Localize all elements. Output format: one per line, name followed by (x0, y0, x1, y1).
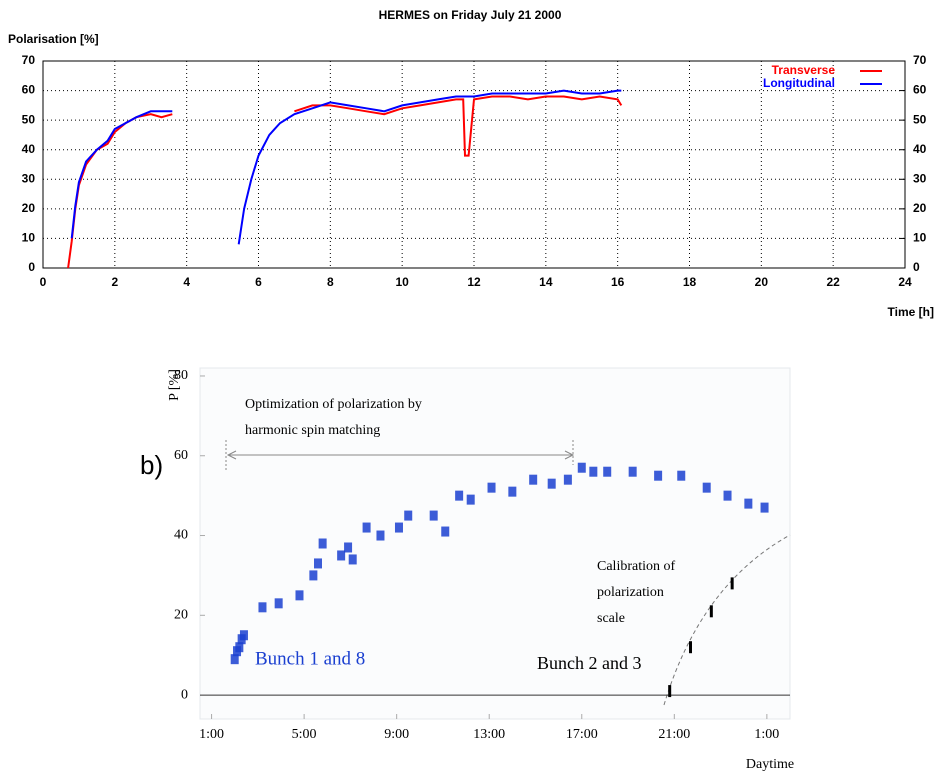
x-tick-label: 1:00 (199, 727, 224, 742)
series-line (67, 95, 623, 269)
x-tick-label: 2 (111, 275, 118, 289)
point (376, 530, 385, 541)
x-tick-label: 24 (898, 275, 912, 289)
y-tick-label: 0 (28, 260, 35, 274)
series-line (70, 89, 622, 245)
fit-curve (663, 534, 791, 706)
point (603, 466, 612, 477)
point (760, 502, 769, 513)
x-tick-label: 9:00 (384, 727, 409, 742)
x-tick-label: 13:00 (473, 727, 505, 742)
y-tick-label: 80 (174, 368, 188, 383)
series-label: Bunch 1 and 8 (255, 648, 365, 669)
point (318, 538, 327, 549)
point (348, 554, 357, 565)
point (314, 558, 322, 569)
y-tick-label: 60 (22, 83, 36, 97)
point (547, 478, 556, 489)
arrow (225, 440, 575, 470)
point (654, 470, 663, 481)
x-tick-label: 12 (467, 275, 481, 289)
point (429, 510, 438, 521)
point (577, 462, 586, 473)
point (258, 602, 267, 613)
y-tick-label: 60 (174, 448, 188, 463)
x-tick-label: 8 (327, 275, 334, 289)
y-tick-label: 20 (174, 608, 188, 623)
y-tick-label: 0 (181, 687, 188, 702)
point (589, 466, 598, 477)
legend-label: Transverse (772, 63, 836, 77)
point (441, 526, 450, 537)
y-axis-label: Polarisation [%] (8, 32, 99, 46)
x-tick-label: 17:00 (566, 727, 598, 742)
point (394, 522, 403, 533)
x-tick-label: 0 (40, 275, 47, 289)
x-tick-label: 5:00 (292, 727, 317, 742)
y2-tick-label: 60 (913, 83, 927, 97)
point (723, 490, 732, 501)
x-tick-label: 14 (539, 275, 553, 289)
annotation: Optimization of polarization by (245, 397, 422, 412)
y-tick-label: 30 (22, 171, 36, 185)
point (230, 654, 239, 665)
point (508, 486, 517, 497)
annotation: Calibration of (597, 559, 675, 574)
x-axis-label: Time [h] (888, 305, 934, 319)
plot-frame (199, 367, 791, 720)
point (337, 550, 346, 561)
point (702, 482, 711, 493)
annotation: scale (597, 611, 625, 626)
point (563, 474, 572, 485)
plot-frame (42, 60, 906, 269)
x-axis-label: Daytime (746, 757, 794, 772)
point (295, 590, 304, 601)
y-tick-label: 10 (22, 231, 36, 245)
point (404, 510, 413, 521)
point (235, 642, 244, 653)
x-tick-label: 20 (755, 275, 769, 289)
y2-tick-label: 0 (913, 260, 920, 274)
y2-tick-label: 70 (913, 53, 927, 67)
series-label: Bunch 2 and 3 (537, 653, 641, 673)
x-tick-label: 6 (255, 275, 262, 289)
x-tick-label: 21:00 (658, 727, 690, 742)
y-axis-label: P [%] (167, 369, 182, 401)
y2-tick-label: 50 (913, 112, 927, 126)
y2-tick-label: 10 (913, 231, 927, 245)
point (274, 598, 283, 609)
point (309, 570, 318, 581)
y-tick-label: 40 (174, 528, 188, 543)
legend-label: Longitudinal (763, 76, 835, 90)
point (487, 482, 496, 493)
point (677, 470, 686, 481)
x-tick-label: 10 (395, 275, 409, 289)
chart-title: HERMES on Friday July 21 2000 (379, 8, 562, 22)
y-tick-label: 20 (22, 201, 36, 215)
point (362, 522, 371, 533)
x-tick-label: 4 (183, 275, 190, 289)
y2-tick-label: 20 (913, 201, 927, 215)
annotation: harmonic spin matching (245, 423, 380, 438)
y-tick-label: 70 (22, 53, 36, 67)
y2-tick-label: 30 (913, 171, 927, 185)
y-tick-label: 50 (22, 112, 36, 126)
point (744, 498, 753, 509)
x-tick-label: 18 (683, 275, 697, 289)
x-tick-label: 22 (826, 275, 840, 289)
point (239, 630, 248, 641)
annotation: polarization (597, 585, 664, 600)
point (455, 490, 464, 501)
annotation: b) (140, 450, 163, 480)
y-tick-label: 40 (22, 142, 36, 156)
x-tick-label: 16 (611, 275, 625, 289)
point (344, 542, 353, 553)
point (529, 474, 538, 485)
point (466, 494, 475, 505)
x-tick-label: 1:00 (754, 727, 779, 742)
y2-tick-label: 40 (913, 142, 927, 156)
point (628, 466, 637, 477)
